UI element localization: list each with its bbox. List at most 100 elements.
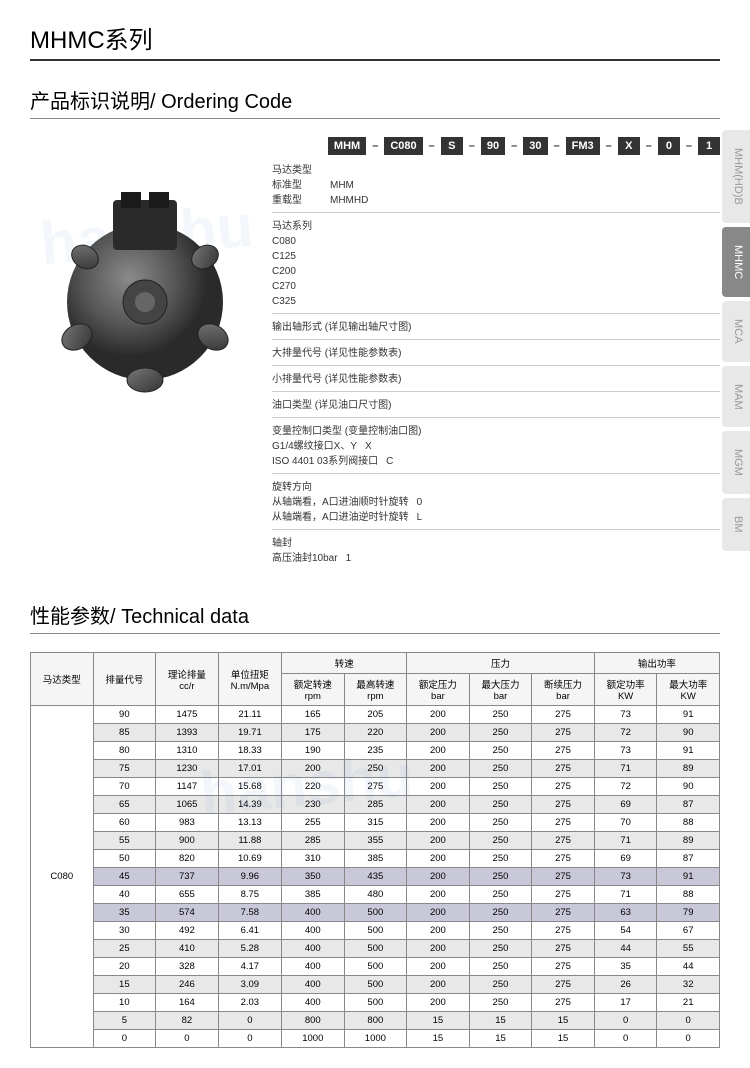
table-cell: 89	[657, 760, 720, 778]
table-cell: 1147	[156, 778, 219, 796]
table-cell: 246	[156, 976, 219, 994]
table-cell: 88	[657, 814, 720, 832]
table-header: 单位扭矩N.m/Mpa	[218, 653, 281, 706]
table-cell: 200	[407, 958, 470, 976]
table-cell: 275	[532, 922, 595, 940]
table-cell: 275	[532, 958, 595, 976]
table-cell: 164	[156, 994, 219, 1012]
spec-row: 重载型MHMHD	[272, 193, 720, 208]
table-header: 转速	[282, 653, 407, 674]
spec-title: 变量控制口类型 (变量控制油口图)	[272, 424, 720, 439]
table-cell: 13.13	[218, 814, 281, 832]
spec-group: 旋转方向从轴端看，A口进油顺时针旋转0从轴端看，A口进油逆时针旋转L	[272, 480, 720, 530]
table-cell: 492	[156, 922, 219, 940]
table-cell: 275	[532, 814, 595, 832]
table-header: 马达类型	[31, 653, 94, 706]
table-cell: 1230	[156, 760, 219, 778]
spec-row: ISO 4401 03系列阀接口C	[272, 454, 720, 469]
table-subheader: 最大压力bar	[469, 674, 532, 706]
table-cell: 310	[282, 850, 345, 868]
table-cell: 200	[407, 796, 470, 814]
table-cell: 200	[407, 922, 470, 940]
table-cell: 73	[594, 706, 657, 724]
table-cell: 25	[93, 940, 156, 958]
code-part-5: FM3	[566, 137, 600, 155]
table-cell: 40	[93, 886, 156, 904]
table-cell: 32	[657, 976, 720, 994]
spec-title: 大排量代号 (详见性能参数表)	[272, 346, 720, 361]
table-row: 152463.094005002002502752632	[31, 976, 720, 994]
table-cell: 15.68	[218, 778, 281, 796]
table-cell: 385	[282, 886, 345, 904]
table-cell: 87	[657, 850, 720, 868]
table-cell: 60	[93, 814, 156, 832]
table-cell: 275	[532, 796, 595, 814]
table-cell: 275	[532, 940, 595, 958]
table-cell: 250	[469, 724, 532, 742]
spec-title: 小排量代号 (详见性能参数表)	[272, 372, 720, 387]
table-cell: 200	[407, 976, 470, 994]
table-row: 75123017.012002502002502757189	[31, 760, 720, 778]
table-row: 254105.284005002002502754455	[31, 940, 720, 958]
table-subheader: 最大功率KW	[657, 674, 720, 706]
tab-mhm(hd)b[interactable]: MHM(HD)B	[722, 130, 750, 223]
table-cell: 275	[532, 832, 595, 850]
table-cell: 89	[657, 832, 720, 850]
spec-row: 高压油封10bar1	[272, 551, 720, 566]
table-row: 80131018.331902352002502757391	[31, 742, 720, 760]
spec-group: 油口类型 (详见油口尺寸图)	[272, 398, 720, 418]
code-dash: –	[429, 140, 435, 152]
table-cell: 200	[282, 760, 345, 778]
technical-data-table: 马达类型排量代号理论排量cc/r单位扭矩N.m/Mpa转速压力输出功率额定转速r…	[30, 652, 720, 1048]
table-cell: 355	[344, 832, 407, 850]
table-cell: 200	[407, 886, 470, 904]
table-cell: 1475	[156, 706, 219, 724]
table-cell: 87	[657, 796, 720, 814]
table-cell: 200	[407, 994, 470, 1012]
table-cell: 91	[657, 868, 720, 886]
table-cell: 5	[93, 1012, 156, 1030]
spec-title: 旋转方向	[272, 480, 720, 495]
tab-bm[interactable]: BM	[722, 498, 750, 551]
table-cell: 0	[218, 1030, 281, 1048]
table-cell: 1393	[156, 724, 219, 742]
table-cell: 250	[469, 778, 532, 796]
table-row: 304926.414005002002502755467	[31, 922, 720, 940]
table-cell: 500	[344, 994, 407, 1012]
spec-row: C080	[272, 234, 720, 249]
table-row: 5590011.882853552002502757189	[31, 832, 720, 850]
table-cell: 0	[657, 1030, 720, 1048]
table-cell: 21	[657, 994, 720, 1012]
table-cell: 410	[156, 940, 219, 958]
table-subheader: 断续压力bar	[532, 674, 595, 706]
table-cell: 54	[594, 922, 657, 940]
table-cell: 70	[594, 814, 657, 832]
table-header: 压力	[407, 653, 595, 674]
tab-mgm[interactable]: MGM	[722, 431, 750, 494]
table-cell: 400	[282, 904, 345, 922]
table-cell: 70	[93, 778, 156, 796]
table-cell: 21.11	[218, 706, 281, 724]
code-part-6: X	[618, 137, 640, 155]
ordering-code-boxes: MHM–C080–S–90–30–FM3–X–0–1	[272, 137, 720, 155]
table-cell: 10.69	[218, 850, 281, 868]
table-cell: 328	[156, 958, 219, 976]
table-cell: 10	[93, 994, 156, 1012]
code-part-4: 30	[523, 137, 547, 155]
table-cell: 250	[469, 976, 532, 994]
tab-mam[interactable]: MAM	[722, 366, 750, 428]
table-cell: 50	[93, 850, 156, 868]
table-cell: 200	[407, 868, 470, 886]
tab-mhmc[interactable]: MHMC	[722, 227, 750, 297]
table-header: 排量代号	[93, 653, 156, 706]
model-cell: C080	[31, 706, 94, 1048]
table-cell: 17.01	[218, 760, 281, 778]
table-cell: 250	[469, 850, 532, 868]
table-cell: 80	[93, 742, 156, 760]
tab-mca[interactable]: MCA	[722, 301, 750, 361]
table-cell: 55	[93, 832, 156, 850]
spec-row: 标准型MHM	[272, 178, 720, 193]
table-cell: 250	[469, 706, 532, 724]
table-cell: 4.17	[218, 958, 281, 976]
table-cell: 15	[469, 1012, 532, 1030]
